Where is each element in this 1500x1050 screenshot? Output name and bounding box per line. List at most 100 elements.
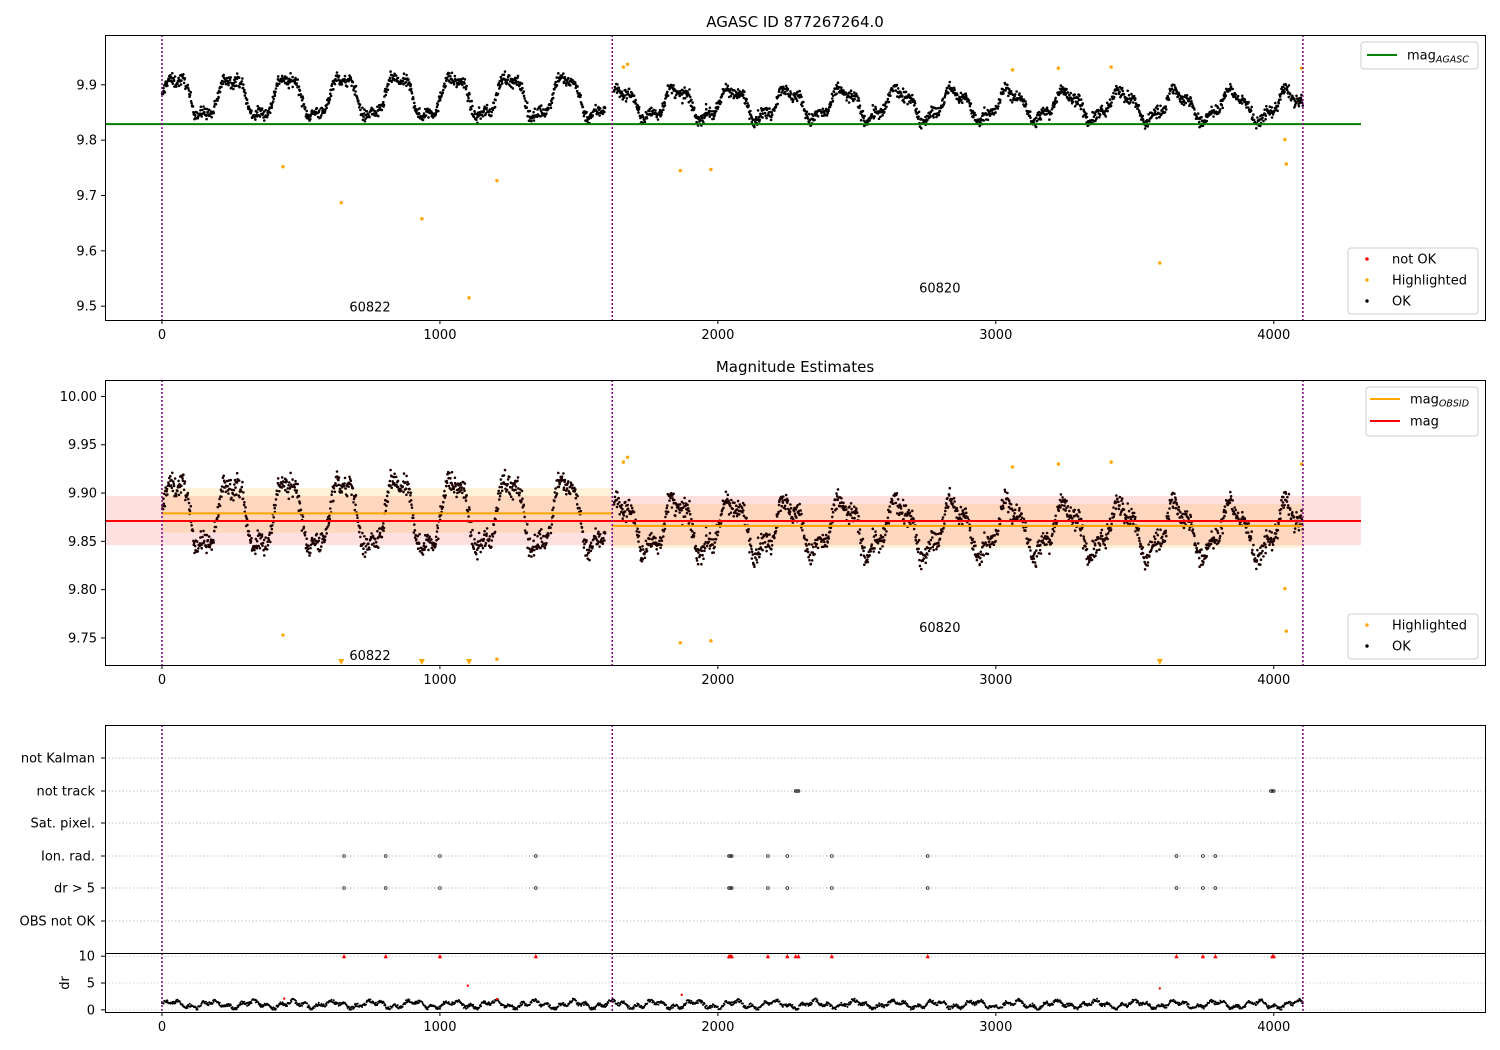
legend-box: [1347, 613, 1479, 660]
y-tick-label: 9.90: [68, 487, 97, 502]
x-tick-label: 3000: [979, 673, 1012, 688]
flag-categories: not Kalman not track Sat. pixel. Ion. rad. d…: [20, 752, 105, 930]
off-scale-marker: [466, 659, 473, 665]
dr-clipped-marker: [1174, 954, 1179, 959]
flag-marker: [830, 886, 834, 890]
x-tick-label: 4000: [1257, 1020, 1290, 1035]
dr-clipped-marker: [1213, 954, 1218, 959]
flag-marker: [534, 854, 538, 858]
flag-category-label: not track: [36, 785, 95, 800]
flag-marker: [383, 886, 388, 890]
off-scale-marker: [418, 659, 425, 665]
flag-marker: [728, 886, 733, 890]
highlighted-point: [1056, 66, 1061, 70]
dr-clipped-marker: [925, 954, 930, 959]
flag-marker: [785, 854, 790, 858]
highlighted-point: [678, 641, 683, 645]
flag-marker: [1174, 854, 1179, 858]
highlighted-point: [1109, 460, 1113, 464]
flag-marker: [785, 886, 790, 890]
y-tick-label: 10.00: [60, 390, 97, 405]
highlighted-point: [621, 65, 626, 69]
flag-marker: [1174, 886, 1179, 890]
obsid-label: 60820: [919, 621, 960, 636]
flag-marker: [729, 854, 734, 858]
highlighted-point: [281, 633, 285, 637]
panel1-y-axis: 9.5 9.6 9.7 9.8 9.9: [76, 78, 105, 315]
panel1-title: AGASC ID 877267264.0: [706, 13, 884, 31]
flag-category-label: Sat. pixel.: [31, 817, 95, 832]
dr-not-ok-point: [680, 993, 683, 997]
flag-category-label: OBS not OK: [20, 915, 96, 930]
x-tick-label: 2000: [701, 1020, 734, 1035]
x-tick-label: 2000: [701, 673, 734, 688]
legend-point-swatch: [1365, 623, 1369, 627]
agasc-panel: AGASC ID 877267264.0 9.5 9.6 9.7 9.8 9.9 0 10…: [76, 13, 1486, 343]
dr-ok-points: [160, 997, 1304, 1011]
y-tick-label: 9.95: [68, 438, 97, 453]
highlighted-point: [625, 62, 630, 67]
dr-clipped-marker: [341, 954, 347, 959]
legend-box: [1347, 247, 1479, 315]
panel1-legend-points: not OK Highlighted OK: [1347, 247, 1479, 315]
off-scale-marker: [1156, 659, 1163, 665]
y-tick-label: 9.75: [68, 631, 97, 646]
dr-points: [160, 954, 1304, 1011]
dr-panel: 0 5 10 0 1000 2000 3000 4000 dr: [58, 950, 1486, 1035]
highlighted-point: [625, 455, 630, 459]
dr-clipped-marker: [437, 954, 443, 959]
dr-y-axis: 0 5 10: [78, 950, 105, 1018]
y-tick-label: 9.9: [76, 78, 97, 93]
highlighted-point: [467, 296, 471, 300]
flag-marker: [925, 854, 930, 858]
panel1-points: [160, 62, 1305, 300]
flag-marker: [534, 886, 538, 890]
flag-marker: [796, 789, 801, 793]
highlighted-point: [709, 639, 713, 643]
dr-clipped-marker: [796, 954, 801, 959]
dr-clipped-marker: [785, 954, 790, 959]
legend-label: OK: [1392, 640, 1411, 655]
flag-category-label: dr > 5: [54, 882, 95, 897]
highlighted-point: [678, 168, 683, 173]
dr-clipped-marker: [1271, 954, 1276, 959]
x-tick-label: 1000: [423, 328, 456, 343]
flag-marker: [830, 854, 834, 858]
flag-marker: [342, 854, 346, 858]
flag-marker: [438, 854, 442, 858]
x-tick-label: 0: [158, 328, 166, 343]
legend-label: Highlighted: [1392, 619, 1467, 634]
highlighted-point: [1010, 465, 1015, 469]
magnitude-estimates-panel: Magnitude Estimates 9.75 9.80 9.85 9.90 9.95…: [60, 358, 1486, 688]
flag-marker: [342, 886, 346, 890]
flag-marker: [795, 789, 799, 793]
flag-markers: [342, 789, 1276, 890]
flag-marker: [1271, 789, 1276, 793]
y-tick-label: 9.6: [76, 244, 97, 259]
highlighted-point: [1284, 162, 1288, 166]
legend-label: not OK: [1392, 253, 1437, 268]
highlighted-point: [1109, 65, 1113, 69]
panel2-title: Magnitude Estimates: [716, 358, 874, 376]
panel1-x-axis: 0 1000 2000 3000 4000: [158, 320, 1290, 343]
dr-tick-label: 5: [87, 977, 95, 992]
panel2-frame: [105, 380, 1486, 666]
x-tick-label: 4000: [1257, 328, 1290, 343]
flag-marker: [728, 854, 733, 858]
flag-marker: [1201, 854, 1205, 858]
highlighted-point: [495, 178, 499, 183]
flag-marker: [438, 886, 442, 890]
panel2-y-axis: 9.75 9.80 9.85 9.90 9.95 10.00: [60, 390, 105, 646]
obsid-label: 60822: [349, 649, 390, 664]
highlighted-point: [495, 657, 499, 661]
off-scale-marker: [338, 659, 345, 665]
dr-clipped-marker: [829, 954, 835, 959]
x-tick-label: 3000: [979, 328, 1012, 343]
highlighted-point: [709, 167, 713, 172]
highlighted-point: [1010, 68, 1015, 72]
highlighted-point: [281, 165, 285, 169]
y-tick-label: 9.80: [68, 583, 97, 598]
flag-marker: [766, 854, 770, 858]
dr-clipped-marker: [533, 954, 539, 959]
x-tick-label: 2000: [701, 328, 734, 343]
